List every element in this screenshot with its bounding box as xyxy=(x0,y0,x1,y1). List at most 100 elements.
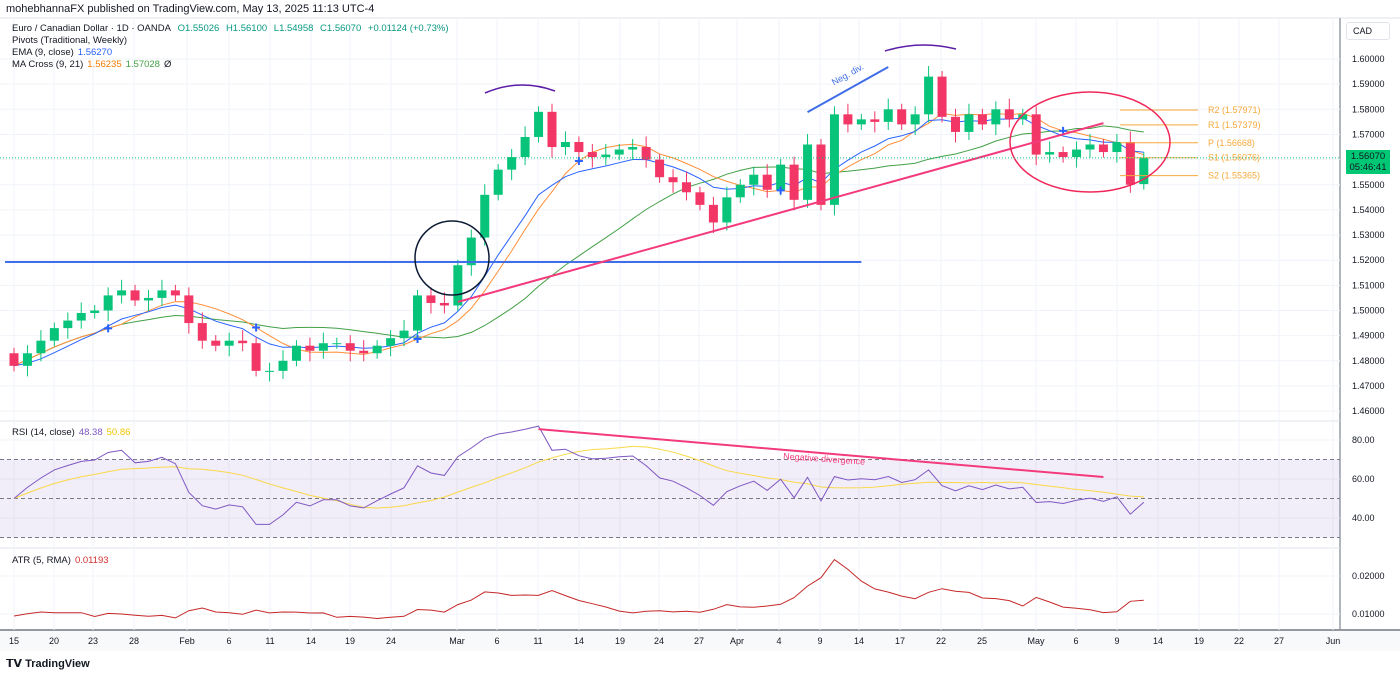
x-tick-label: 11 xyxy=(265,636,274,646)
open-value: O1.55026 xyxy=(177,23,220,34)
candle-up xyxy=(332,343,342,345)
candle-down xyxy=(345,343,355,351)
ma-cross-legend[interactable]: MA Cross (9, 21) 1.56235 1.57028 Ø xyxy=(12,59,175,70)
ma-slow-value: 1.57028 xyxy=(125,59,160,70)
tradingview-logo[interactable]: 𝗧𝗩 TradingView xyxy=(6,657,90,670)
price-tick-label: 1.53000 xyxy=(1352,230,1385,240)
ma-cross-marker-icon xyxy=(252,323,261,332)
candle-up xyxy=(493,169,503,195)
x-tick-label: 24 xyxy=(386,636,396,646)
pivot-label: P (1.56668) xyxy=(1208,138,1255,148)
candle-up xyxy=(1045,152,1055,155)
candle-up xyxy=(628,147,638,150)
candle-up xyxy=(856,119,866,125)
ema-legend[interactable]: EMA (9, close) 1.56270 xyxy=(12,47,116,58)
candle-up xyxy=(722,197,732,223)
candle-up xyxy=(49,328,59,341)
price-tick-label: 1.59000 xyxy=(1352,79,1385,89)
x-tick-label: 6 xyxy=(494,636,499,646)
candle-up xyxy=(749,174,759,185)
pivots-legend[interactable]: Pivots (Traditional, Weekly) xyxy=(12,35,131,46)
ema-label: EMA (9, close) xyxy=(12,47,74,58)
rsi-tick-label: 80.00 xyxy=(1352,435,1375,445)
candle-up xyxy=(76,313,86,321)
low-value: L1.54958 xyxy=(273,23,314,34)
symbol-name[interactable]: Euro / Canadian Dollar · 1D · OANDA xyxy=(12,23,171,34)
neg-div-line xyxy=(807,66,889,113)
candle-up xyxy=(480,194,490,238)
x-tick-label: 6 xyxy=(226,636,231,646)
x-tick-label: 9 xyxy=(817,636,822,646)
candle-down xyxy=(574,141,584,153)
rsi-legend[interactable]: RSI (14, close) 48.38 50.86 xyxy=(12,427,134,438)
candle-down xyxy=(170,290,180,296)
rsi-band xyxy=(0,459,1340,538)
ma-cross-marker-icon xyxy=(104,324,113,333)
currency-button[interactable]: CAD xyxy=(1346,22,1390,40)
candle-up xyxy=(386,338,396,346)
x-tick-label: 9 xyxy=(1114,636,1119,646)
x-tick-label: 24 xyxy=(654,636,664,646)
x-tick-label: 20 xyxy=(49,636,59,646)
rsi-label: RSI (14, close) xyxy=(12,427,75,438)
candle-down xyxy=(977,114,987,125)
tv-logo-text: TradingView xyxy=(25,658,90,670)
trendline xyxy=(457,122,1104,303)
candle-down xyxy=(951,116,960,132)
candle-down xyxy=(708,204,718,223)
candle-down xyxy=(211,340,221,346)
x-tick-label: 6 xyxy=(1073,636,1078,646)
price-tick-label: 1.50000 xyxy=(1352,306,1385,316)
candle-down xyxy=(238,340,248,344)
candle-down xyxy=(359,350,369,354)
x-tick-label: Apr xyxy=(730,636,744,646)
x-tick-label: 19 xyxy=(345,636,355,646)
x-tick-label: 19 xyxy=(1194,636,1204,646)
x-tick-label: 4 xyxy=(776,636,781,646)
atr-tick-label: 0.02000 xyxy=(1352,571,1385,581)
x-tick-label: 19 xyxy=(615,636,625,646)
ma-label: MA Cross (9, 21) xyxy=(12,59,84,70)
atr-value: 0.01193 xyxy=(74,555,109,566)
x-tick-label: 14 xyxy=(574,636,584,646)
candle-up xyxy=(1139,157,1149,185)
x-tick-label: 27 xyxy=(694,636,704,646)
candle-down xyxy=(587,152,597,158)
candle-down xyxy=(426,295,436,303)
candle-up xyxy=(1112,141,1122,153)
price-tick-label: 1.51000 xyxy=(1352,280,1385,290)
candle-down xyxy=(1031,114,1041,155)
x-tick-label: 14 xyxy=(1153,636,1163,646)
ma-extra: Ø xyxy=(163,59,172,70)
candle-up xyxy=(924,76,934,115)
x-tick-label: 17 xyxy=(895,636,905,646)
candle-up xyxy=(224,340,234,346)
candle-up xyxy=(803,144,813,200)
x-tick-label: 15 xyxy=(9,636,19,646)
x-tick-label: 22 xyxy=(1234,636,1244,646)
candle-up xyxy=(829,114,839,205)
x-tick-label: Jun xyxy=(1326,636,1341,646)
candle-down xyxy=(641,147,651,160)
ma-cross-marker-icon xyxy=(413,335,422,344)
candle-down xyxy=(1125,141,1135,185)
candle-up xyxy=(601,154,611,158)
top-arc-1 xyxy=(484,84,556,94)
rsi-value: 48.38 xyxy=(78,427,103,438)
candle-up xyxy=(883,109,893,122)
x-tick-label: 28 xyxy=(129,636,139,646)
candle-up xyxy=(776,164,786,190)
candle-down xyxy=(197,323,207,341)
atr-legend[interactable]: ATR (5, RMA) 0.01193 xyxy=(12,555,113,566)
atr-label: ATR (5, RMA) xyxy=(12,555,71,566)
x-tick-label: 11 xyxy=(533,636,542,646)
pivot-label: R2 (1.57971) xyxy=(1208,105,1261,115)
candle-up xyxy=(36,340,46,354)
x-tick-label: 27 xyxy=(1274,636,1284,646)
x-tick-label: Feb xyxy=(179,636,195,646)
change-value: +0.01124 (+0.73%) xyxy=(367,23,449,34)
candle-up xyxy=(614,149,624,155)
price-tick-label: 1.47000 xyxy=(1352,381,1385,391)
candle-up xyxy=(453,265,463,306)
